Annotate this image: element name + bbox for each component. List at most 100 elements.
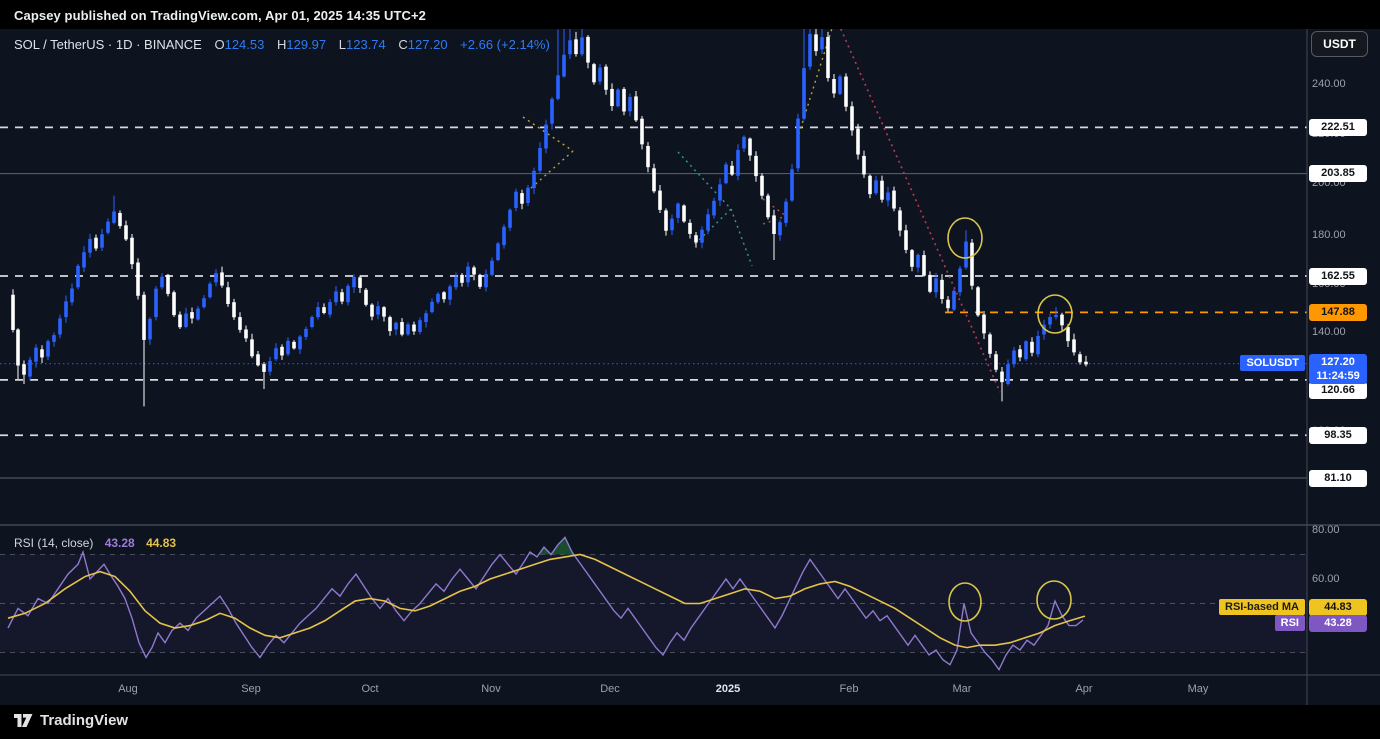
candle-body (850, 106, 854, 131)
candle-body (502, 226, 506, 246)
price-level-pill: 222.51 (1309, 118, 1367, 136)
candle-body (652, 168, 656, 192)
candle-body (268, 361, 272, 372)
open-value: 124.53 (224, 37, 265, 52)
candle-body (238, 317, 242, 330)
price-level-pill: 44.83 (1309, 598, 1367, 616)
candle-body (928, 274, 932, 292)
time-axis-label: May (1187, 683, 1209, 695)
candle-body (292, 341, 296, 349)
candle-body (532, 170, 536, 189)
candle-body (586, 36, 590, 63)
last-price-pill: 127.20 11:24:59 (1309, 354, 1367, 384)
candle-body (88, 238, 92, 253)
candle-body (820, 37, 824, 50)
candle-body (100, 234, 104, 248)
low-value: 123.74 (346, 37, 386, 52)
tradingview-brand-link[interactable]: TradingView (14, 712, 128, 729)
candle-body (748, 138, 752, 156)
candle-body (964, 241, 968, 268)
candle-body (514, 191, 518, 208)
candle-body (868, 175, 872, 195)
candle-body (508, 209, 512, 228)
time-axis-label: Aug (118, 683, 138, 695)
candle-body (550, 98, 554, 124)
time-axis-label: Mar (952, 683, 972, 695)
candle-body (334, 291, 338, 303)
candle-body (106, 221, 110, 233)
rsi-ma-line (7, 553, 1086, 649)
candle-body (736, 149, 740, 176)
symbol-price-tag: SOLUSDT (1240, 355, 1305, 371)
candle-body (796, 118, 800, 169)
candle-body (52, 335, 56, 342)
footer-bar: TradingView (0, 705, 1380, 739)
time-axis-label: Sep (241, 683, 261, 695)
candle-body (244, 329, 248, 339)
candle-body (604, 66, 608, 90)
candle-body (136, 262, 140, 296)
candle-body (1066, 326, 1070, 342)
candle-body (670, 218, 674, 231)
rsi-overbought-fill (538, 547, 551, 555)
candle-body (388, 317, 392, 332)
highlight-circle (948, 582, 982, 622)
candle-body (64, 301, 68, 318)
currency-toggle-button[interactable]: USDT (1311, 31, 1368, 57)
symbol-legend: SOL / TetherUS · 1D · BINANCE O124.53 H1… (14, 37, 550, 52)
candle-body (988, 334, 992, 354)
price-level-pill: 98.35 (1309, 426, 1367, 444)
candle-body (526, 187, 530, 204)
candle-body (664, 210, 668, 231)
candle-body (724, 164, 728, 184)
high-label: H (276, 37, 287, 52)
low-label: L (338, 37, 346, 52)
candle-body (934, 278, 938, 293)
bar-countdown: 11:24:59 (1316, 370, 1360, 382)
candle-body (646, 145, 650, 168)
candle-body (640, 118, 644, 145)
candle-body (832, 79, 836, 94)
candle-body (700, 229, 704, 243)
candle-body (124, 225, 128, 240)
candle-body (448, 286, 452, 300)
change-value: +2.66 (+2.14%) (460, 37, 550, 52)
candle-body (766, 195, 770, 218)
rsi-tick: 60.00 (1312, 573, 1340, 585)
candle-body (478, 274, 482, 287)
candle-body (11, 294, 15, 330)
candle-body (562, 54, 566, 77)
candle-body (442, 292, 446, 300)
candle-body (598, 67, 602, 82)
price-level-pill: 162.55 (1309, 267, 1367, 285)
candle-body (418, 320, 422, 332)
candle-body (1024, 341, 1028, 360)
candle-body (322, 307, 326, 313)
candle-body (484, 274, 488, 288)
high-value: 129.97 (286, 37, 327, 52)
candle-body (970, 242, 974, 286)
candle-body (256, 354, 260, 366)
candle-body (130, 237, 134, 265)
candle-body (622, 88, 626, 112)
candle-body (304, 328, 308, 337)
candle-body (166, 274, 170, 294)
candle-body (94, 237, 98, 249)
candle-body (694, 235, 698, 243)
candle-body (382, 307, 386, 317)
candle-body (1006, 364, 1010, 385)
tradingview-brand-text: TradingView (40, 712, 129, 729)
candle-body (214, 273, 218, 283)
candle-body (112, 211, 116, 223)
candle-body (778, 222, 782, 236)
candle-body (496, 243, 500, 261)
candle-body (544, 124, 548, 149)
candle-body (70, 288, 74, 303)
candle-body (838, 76, 842, 94)
time-axis-label: Apr (1075, 683, 1093, 695)
time-axis-label: Dec (600, 683, 620, 695)
price-level-pill: 147.88 (1309, 303, 1367, 321)
candle-body (1018, 349, 1022, 358)
candle-body (184, 313, 188, 327)
